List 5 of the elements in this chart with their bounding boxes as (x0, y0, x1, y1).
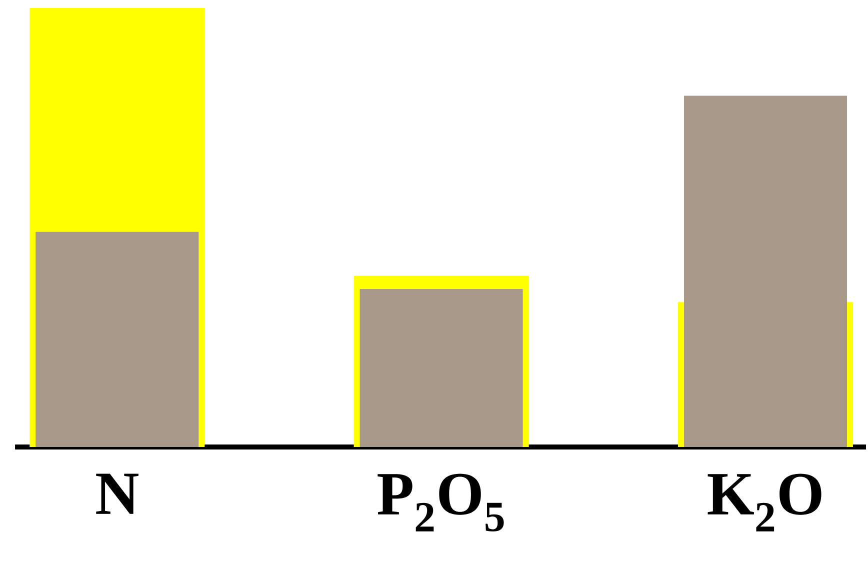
x-tick-label: P$_{2}$O$_{5}$ (378, 474, 504, 532)
bar (36, 232, 199, 447)
x-tick-label: K$_{2}$O (708, 474, 822, 532)
bar (684, 96, 848, 447)
x-tick-label: N (96, 474, 138, 514)
